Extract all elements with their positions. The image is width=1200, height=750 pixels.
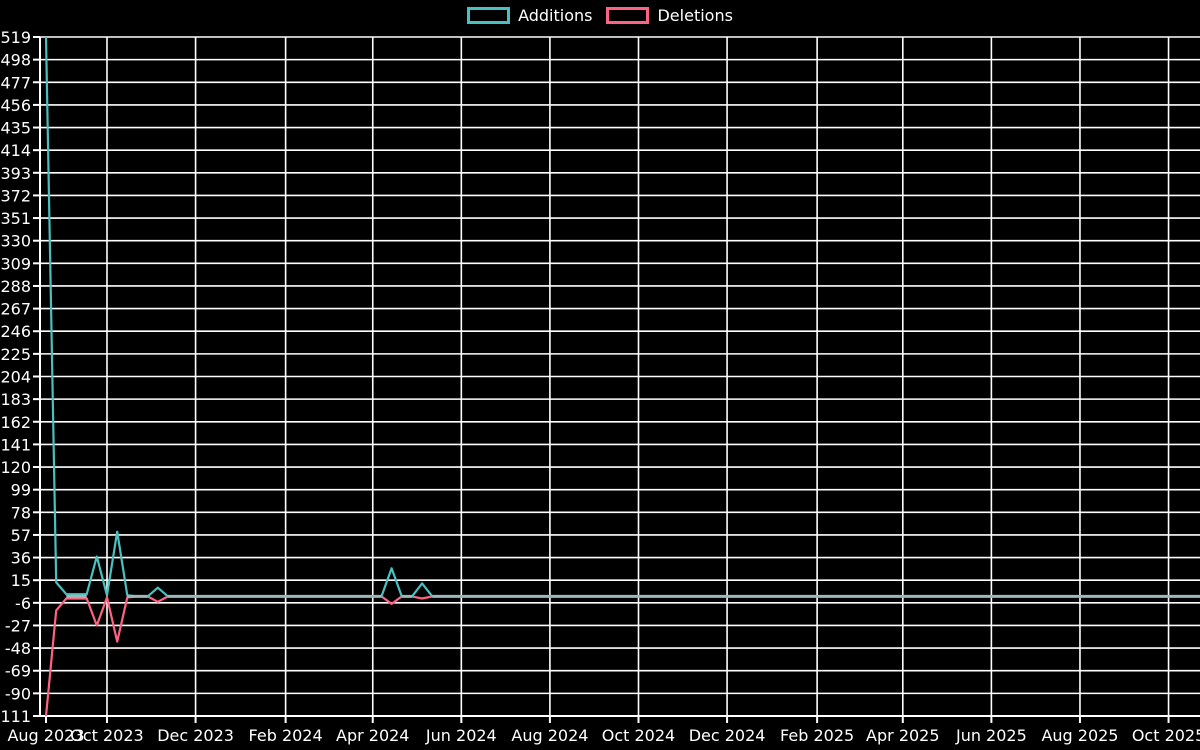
y-tick-label: -6 (15, 594, 31, 613)
y-gridlines (40, 36, 1200, 717)
y-tick-label: 15 (11, 571, 31, 590)
y-tick-label: 498 (0, 51, 31, 70)
legend-item-deletions[interactable]: Deletions (606, 6, 733, 25)
y-tick-label: 309 (0, 254, 31, 273)
x-tick-label: Aug 2023 (7, 726, 84, 745)
x-tick-label: Dec 2023 (157, 726, 234, 745)
additions-swatch-icon (467, 7, 511, 24)
x-tick-label: Jun 2025 (955, 726, 1027, 745)
y-tick-label: 288 (0, 277, 31, 296)
y-tick-labels: 519 498 477 456 435 414 393 372 351 330 309 288 267 2… (0, 28, 31, 726)
x-tick-label: Jun 2024 (425, 726, 497, 745)
y-tick-label: 162 (0, 413, 31, 432)
y-tick-label: 267 (0, 300, 31, 319)
y-tick-label: 351 (0, 209, 31, 228)
x-tick-label: Feb 2025 (780, 726, 854, 745)
y-tick-label: 435 (0, 119, 31, 138)
y-tick-label: 372 (0, 186, 31, 205)
tick-marks (33, 36, 1170, 723)
x-tick-label: Oct 2023 (70, 726, 143, 745)
x-tick-label: Feb 2024 (249, 726, 323, 745)
x-gridlines (106, 37, 1170, 716)
y-tick-label: 183 (0, 390, 31, 409)
y-tick-label: 225 (0, 345, 31, 364)
x-tick-label: Dec 2024 (689, 726, 766, 745)
y-tick-label: 120 (0, 458, 31, 477)
y-tick-label: 36 (11, 549, 31, 568)
legend-item-additions[interactable]: Additions (467, 6, 592, 25)
x-tick-label: Apr 2024 (336, 726, 409, 745)
y-tick-label: 519 (0, 28, 31, 47)
y-tick-label: 204 (0, 368, 31, 387)
y-tick-label: -48 (5, 639, 31, 658)
x-tick-label: Aug 2025 (1041, 726, 1118, 745)
y-tick-label: -90 (5, 684, 31, 703)
y-tick-label: 246 (0, 322, 31, 341)
y-tick-label: 393 (0, 164, 31, 183)
y-tick-label: 141 (0, 435, 31, 454)
legend-label-deletions: Deletions (657, 6, 733, 25)
legend-label-additions: Additions (518, 6, 593, 25)
deletions-swatch-icon (606, 7, 650, 24)
x-tick-label: Oct 2024 (602, 726, 675, 745)
deletions-line (44, 595, 1200, 717)
y-tick-label: 99 (11, 481, 31, 500)
x-tick-label: Aug 2024 (511, 726, 588, 745)
y-tick-label: -111 (0, 707, 31, 726)
y-tick-label: 414 (0, 141, 31, 160)
chart-legend: Additions Deletions (0, 6, 1200, 25)
y-tick-label: 456 (0, 96, 31, 115)
x-tick-label: Oct 2025 (1132, 726, 1200, 745)
y-tick-label: 57 (11, 526, 31, 545)
y-tick-label: -69 (5, 662, 31, 681)
y-tick-label: 477 (0, 73, 31, 92)
y-tick-label: 78 (11, 503, 31, 522)
x-tick-label: Apr 2025 (866, 726, 939, 745)
y-tick-label: 330 (0, 232, 31, 251)
y-tick-label: -27 (5, 616, 31, 635)
